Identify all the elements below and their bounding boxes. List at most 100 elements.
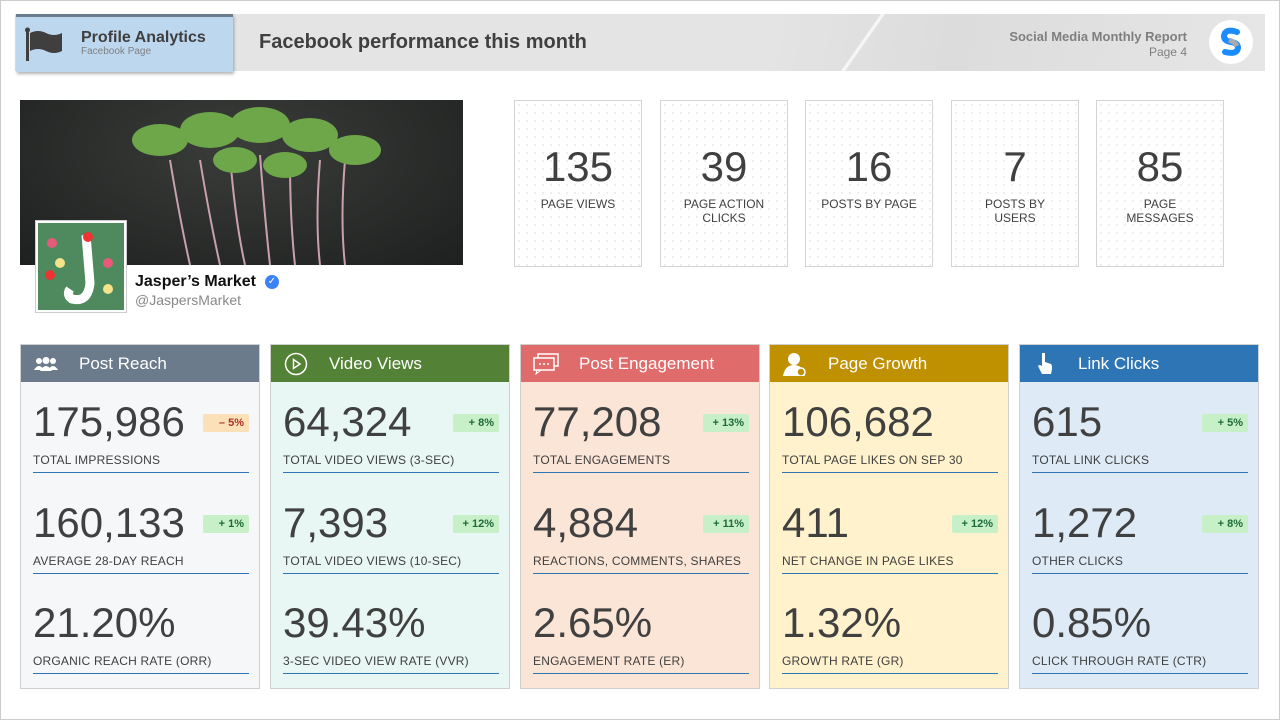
profile-analytics-box (16, 14, 233, 72)
metric-row: 175,986 – 5% TOTAL IMPRESSIONS (33, 400, 249, 473)
metric-value: 175,986 (33, 398, 185, 445)
profile-analytics-title: Profile Analytics (81, 29, 206, 46)
metric-value: 39.43% (283, 599, 426, 646)
metric-row: 77,208 + 13% TOTAL ENGAGEMENTS (533, 400, 749, 473)
trend-badge: + 8% (1202, 515, 1248, 533)
metric-row: 39.43% 3-SEC VIDEO VIEW RATE (VVR) (283, 601, 499, 674)
metric-value: 160,133 (33, 499, 185, 546)
trend-badge: + 11% (703, 515, 749, 533)
stat-value: 7 (1003, 143, 1027, 190)
metric-row: 0.85% CLICK THROUGH RATE (CTR) (1032, 601, 1248, 674)
pointer-hand-icon (1032, 352, 1058, 375)
stat-label: PAGE ACTION CLICKS (683, 197, 765, 225)
metric-row: 4,884 + 11% REACTIONS, COMMENTS, SHARES (533, 501, 749, 574)
metric-label: NET CHANGE IN PAGE LIKES (782, 554, 998, 574)
user-add-icon (782, 352, 808, 376)
metric-label: ORGANIC REACH RATE (ORR) (33, 654, 249, 674)
card-title: Page Growth (828, 353, 928, 373)
metric-label: TOTAL VIDEO VIEWS (3-SEC) (283, 453, 499, 473)
metric-card-post-reach: Post Reach 175,986 – 5% TOTAL IMPRESSIONS 16… (20, 344, 260, 689)
stat-tile: 39 PAGE ACTION CLICKS (660, 100, 788, 267)
metric-value: 77,208 (533, 398, 662, 445)
report-title: Social Media Monthly Report (1009, 29, 1187, 44)
metric-row: 7,393 + 12% TOTAL VIDEO VIEWS (10-SEC) (283, 501, 499, 574)
stat-label: PAGE VIEWS (540, 197, 616, 211)
metric-value: 106,682 (782, 398, 934, 445)
metric-row: 615 + 5% TOTAL LINK CLICKS (1032, 400, 1248, 473)
play-icon (283, 352, 309, 375)
metric-label: TOTAL LINK CLICKS (1032, 453, 1248, 473)
metric-row: 160,133 + 1% AVERAGE 28-DAY REACH (33, 501, 249, 574)
trend-badge: + 12% (952, 515, 998, 533)
metric-label: 3-SEC VIDEO VIEW RATE (VVR) (283, 654, 499, 674)
metric-label: OTHER CLICKS (1032, 554, 1248, 574)
trend-badge: – 5% (203, 414, 249, 432)
stat-label: PAGE MESSAGES (1126, 197, 1194, 225)
stat-label: POSTS BY USERS (984, 197, 1046, 225)
trend-badge: + 5% (1202, 414, 1248, 432)
metric-label: ENGAGEMENT RATE (ER) (533, 654, 749, 674)
metric-row: 21.20% ORGANIC REACH RATE (ORR) (33, 601, 249, 674)
cover-photo (20, 100, 463, 266)
metric-label: CLICK THROUGH RATE (CTR) (1032, 654, 1248, 674)
metric-label: TOTAL PAGE LIKES ON SEP 30 (782, 453, 998, 473)
users-icon (33, 353, 59, 375)
trend-badge: + 12% (453, 515, 499, 533)
trend-badge: + 13% (703, 414, 749, 432)
flag-icon (25, 27, 62, 61)
metric-value: 1,272 (1032, 499, 1138, 546)
metric-value: 1.32% (782, 599, 902, 646)
metric-row: 411 + 12% NET CHANGE IN PAGE LIKES (782, 501, 998, 574)
metric-label: GROWTH RATE (GR) (782, 654, 998, 674)
metric-value: 0.85% (1032, 599, 1152, 646)
metric-card-post-engagement: Post Engagement 77,208 + 13% TOTAL ENGAGEME… (520, 344, 760, 689)
card-header: Page Growth (770, 345, 1008, 382)
stat-value: 39 (700, 143, 748, 190)
page-number: Page 4 (1148, 45, 1187, 59)
stat-tile: 16 POSTS BY PAGE (805, 100, 933, 267)
metric-label: TOTAL ENGAGEMENTS (533, 453, 749, 473)
card-header: Video Views (271, 345, 509, 382)
card-header: Post Engagement (521, 345, 759, 382)
metric-value: 64,324 (283, 398, 412, 445)
metric-row: 1.32% GROWTH RATE (GR) (782, 601, 998, 674)
metric-value: 615 (1032, 398, 1103, 445)
s-logo-icon (1220, 27, 1242, 56)
page-title: Facebook performance this month (259, 31, 587, 53)
metric-label: AVERAGE 28-DAY REACH (33, 554, 249, 574)
stat-tile: 85 PAGE MESSAGES (1096, 100, 1224, 267)
metric-card-link-clicks: Link Clicks 615 + 5% TOTAL LINK CLICKS 1,272… (1019, 344, 1259, 689)
metric-value: 7,393 (283, 499, 389, 546)
profile-name[interactable]: Jasper’s Market (135, 273, 256, 290)
metric-card-video-views: Video Views 64,324 + 8% TOTAL VIDEO VIEWS (… (270, 344, 510, 689)
metric-label: TOTAL VIDEO VIEWS (10-SEC) (283, 554, 499, 574)
card-header: Post Reach (21, 345, 259, 382)
profile-avatar[interactable] (36, 221, 126, 312)
profile-analytics-subtitle: Facebook Page (81, 46, 152, 57)
verified-badge-icon: ✓ (265, 275, 279, 289)
metric-row: 64,324 + 8% TOTAL VIDEO VIEWS (3-SEC) (283, 400, 499, 473)
metric-label: TOTAL IMPRESSIONS (33, 453, 249, 473)
stat-label: POSTS BY PAGE (821, 197, 917, 211)
profile-handle[interactable]: @JaspersMarket (135, 292, 242, 308)
card-title: Link Clicks (1078, 353, 1160, 373)
card-title: Video Views (329, 353, 422, 373)
trend-badge: + 8% (453, 414, 499, 432)
metric-row: 2.65% ENGAGEMENT RATE (ER) (533, 601, 749, 674)
avatar-image (45, 232, 113, 305)
metric-value: 4,884 (533, 499, 639, 546)
stat-value: 16 (845, 143, 893, 190)
metric-row: 106,682 TOTAL PAGE LIKES ON SEP 30 (782, 400, 998, 473)
chat-icon (533, 352, 559, 375)
metric-card-page-growth: Page Growth 106,682 TOTAL PAGE LIKES ON SE… (769, 344, 1009, 689)
greens-image (132, 107, 381, 266)
stat-tile: 135 PAGE VIEWS (514, 100, 642, 267)
stat-tile: 7 POSTS BY USERS (951, 100, 1079, 267)
stat-value: 135 (542, 143, 614, 190)
card-title: Post Engagement (579, 353, 715, 373)
card-header: Link Clicks (1020, 345, 1258, 382)
card-title: Post Reach (79, 353, 167, 373)
metric-row: 1,272 + 8% OTHER CLICKS (1032, 501, 1248, 574)
trend-badge: + 1% (203, 515, 249, 533)
metric-value: 21.20% (33, 599, 176, 646)
